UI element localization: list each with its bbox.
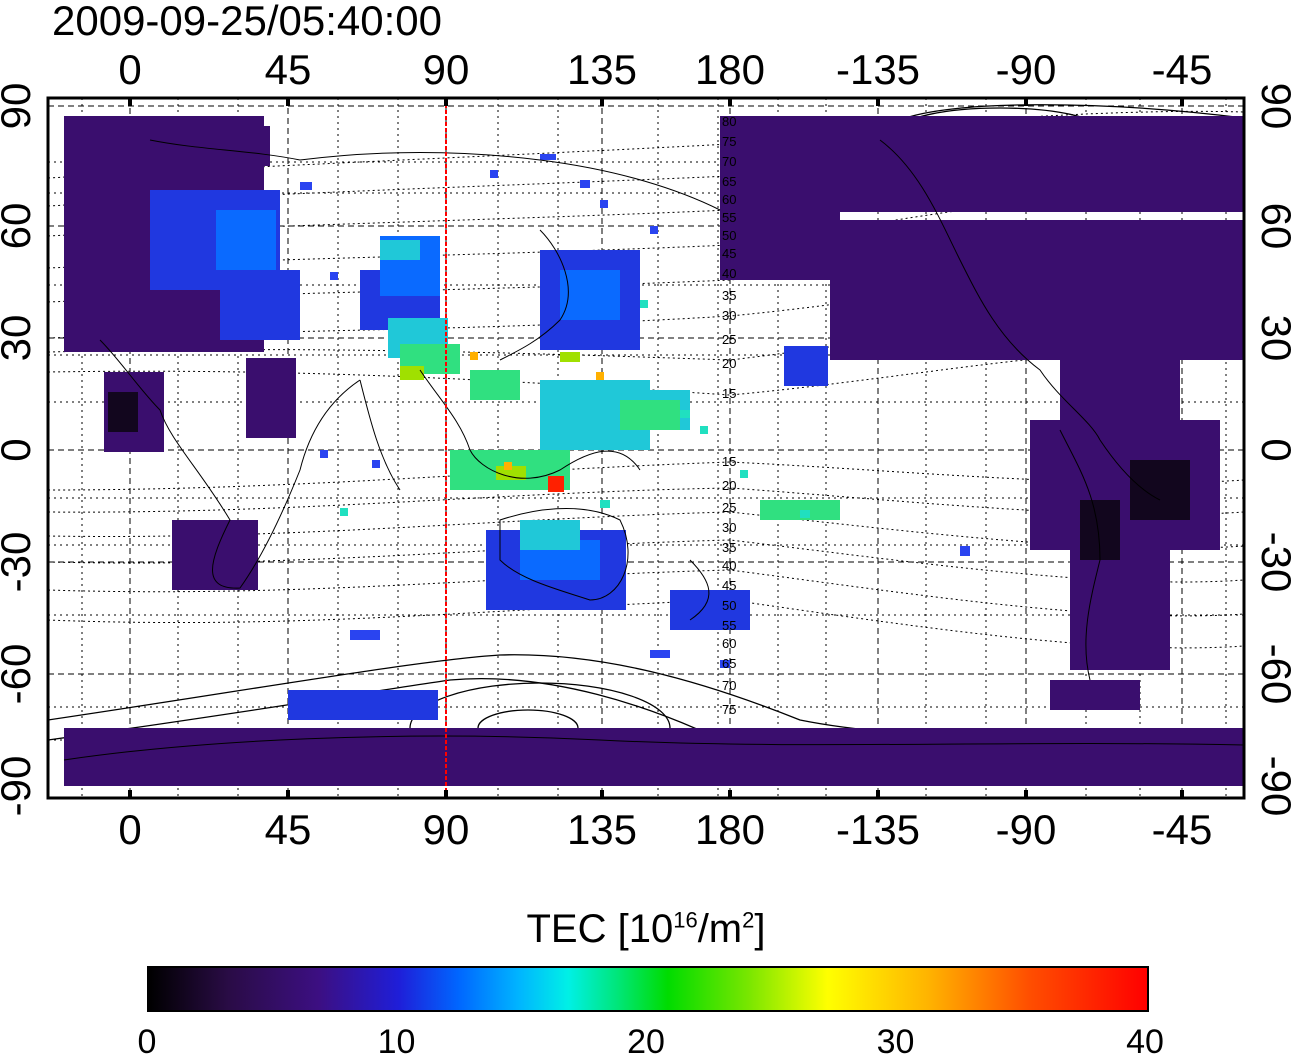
lat-label-right: 90 [1253, 83, 1292, 130]
lat-label-left: -30 [0, 532, 39, 593]
lat-label-right: 0 [1253, 438, 1292, 461]
contour-label: 70 [722, 678, 736, 693]
colorbar-tick-label: 30 [876, 1023, 915, 1061]
colorbar-tick-label: 10 [377, 1023, 416, 1061]
left-latitude-labels: 90 60 30 0 -30 -60 -90 [0, 83, 39, 817]
bottom-longitude-labels: 0 45 90 135 180 -135 -90 -45 [118, 806, 1212, 853]
contour-label: 50 [722, 228, 736, 243]
contour-label: 20 [722, 356, 736, 371]
lon-label-top: -45 [1152, 46, 1213, 93]
contour-label: 60 [722, 636, 736, 651]
contour-labels-south: 15 20 25 30 35 40 45 50 55 60 65 70 75 [722, 454, 736, 717]
contour-label: 25 [722, 332, 736, 347]
lon-label-top: 45 [265, 46, 312, 93]
contour-label: 75 [722, 134, 736, 149]
tec-low-regions [64, 116, 1244, 786]
tec-peak2 [470, 352, 604, 470]
contour-label: 55 [722, 618, 736, 633]
contour-label: 30 [722, 520, 736, 535]
tec-world-map: 80 75 70 65 60 55 50 45 40 35 30 25 20 15 15 20 25 30 35 4… [0, 46, 1292, 853]
lat-label-left: 0 [0, 438, 39, 461]
contour-label: 65 [722, 174, 736, 189]
lat-label-left: 90 [0, 83, 39, 130]
lat-label-right: 30 [1253, 315, 1292, 362]
timestamp-title: 2009-09-25/05:40:00 [52, 0, 442, 44]
lat-label-left: -90 [0, 756, 39, 817]
lat-label-left: 30 [0, 315, 39, 362]
lon-label-top: -90 [996, 46, 1057, 93]
lon-label-top: 0 [118, 46, 141, 93]
lat-label-right: -60 [1253, 644, 1292, 705]
lon-label-bottom: -135 [836, 806, 920, 853]
contour-label: 75 [722, 702, 736, 717]
lon-label-top: 135 [567, 46, 637, 93]
tec-very-low [108, 392, 1190, 560]
contour-label: 15 [722, 386, 736, 401]
contour-label: 35 [722, 540, 736, 555]
tec-peak [548, 476, 564, 492]
colorbar-tick-label: 0 [137, 1023, 157, 1061]
contour-label: 65 [722, 656, 736, 671]
lat-label-right: -90 [1253, 756, 1292, 817]
coastlines [63, 139, 1244, 761]
colorbar [147, 966, 1149, 1012]
lon-label-bottom: 90 [423, 806, 470, 853]
contour-label: 35 [722, 288, 736, 303]
contour-label: 20 [722, 478, 736, 493]
top-longitude-labels: 0 45 90 135 180 -135 -90 -45 [118, 46, 1212, 93]
lon-label-top: 90 [423, 46, 470, 93]
lon-label-bottom: 135 [567, 806, 637, 853]
lon-label-bottom: 0 [118, 806, 141, 853]
contour-label: 60 [722, 192, 736, 207]
lon-label-bottom: 45 [265, 806, 312, 853]
contour-label: 25 [722, 500, 736, 515]
lat-label-right: -30 [1253, 532, 1292, 593]
lon-label-bottom: 180 [695, 806, 765, 853]
contour-label: 45 [722, 578, 736, 593]
contour-label: 40 [722, 558, 736, 573]
contour-labels-north: 80 75 70 65 60 55 50 45 40 35 30 25 20 15 [722, 114, 736, 401]
contour-label: 45 [722, 246, 736, 261]
colorbar-tick-label: 40 [1126, 1023, 1164, 1061]
contour-label: 40 [722, 266, 736, 281]
tec-scatter [300, 154, 970, 668]
colorbar-tick-label: 20 [627, 1023, 665, 1061]
right-latitude-labels: 90 60 30 0 -30 -60 -90 [1253, 83, 1292, 817]
lon-label-bottom: -90 [996, 806, 1057, 853]
contour-label: 55 [722, 210, 736, 225]
colorbar-title: TEC [1016/m2] [526, 907, 766, 951]
contour-label: 70 [722, 154, 736, 169]
contour-label: 50 [722, 598, 736, 613]
lon-label-top: -135 [836, 46, 920, 93]
lat-label-left: -60 [0, 644, 39, 705]
contour-label: 80 [722, 114, 736, 129]
lon-label-top: 180 [695, 46, 765, 93]
lon-label-bottom: -45 [1152, 806, 1213, 853]
contour-label: 15 [722, 454, 736, 469]
tec-high-regions [400, 352, 580, 480]
lat-label-left: 60 [0, 203, 39, 250]
lat-label-right: 60 [1253, 203, 1292, 250]
contour-label: 30 [722, 308, 736, 323]
tec-scatter-cyan [340, 300, 810, 518]
